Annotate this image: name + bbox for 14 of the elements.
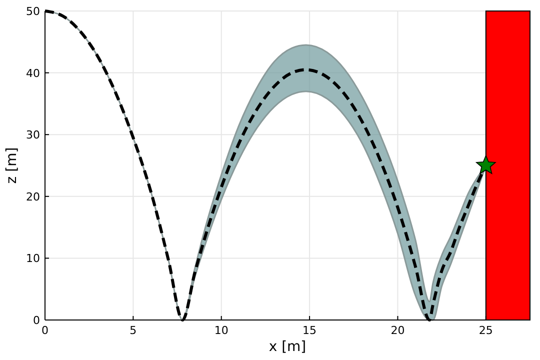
y-tick-label: 50 (26, 5, 40, 18)
y-tick-label: 20 (26, 190, 40, 204)
x-tick-label: 0 (42, 324, 48, 337)
x-tick-label: 5 (130, 324, 137, 337)
y-tick-label: 40 (26, 66, 40, 80)
y-tick-label: 30 (26, 128, 40, 142)
x-tick-label: 10 (214, 324, 228, 337)
y-tick-label: 0 (33, 314, 40, 327)
x-tick-label: 20 (390, 324, 405, 337)
y-axis-title: z [m] (4, 147, 20, 184)
x-tick-label: 15 (302, 324, 317, 337)
x-axis-title: x [m] (268, 339, 306, 355)
x-tick-label: 25 (478, 324, 493, 337)
y-tick-label: 10 (26, 252, 40, 266)
